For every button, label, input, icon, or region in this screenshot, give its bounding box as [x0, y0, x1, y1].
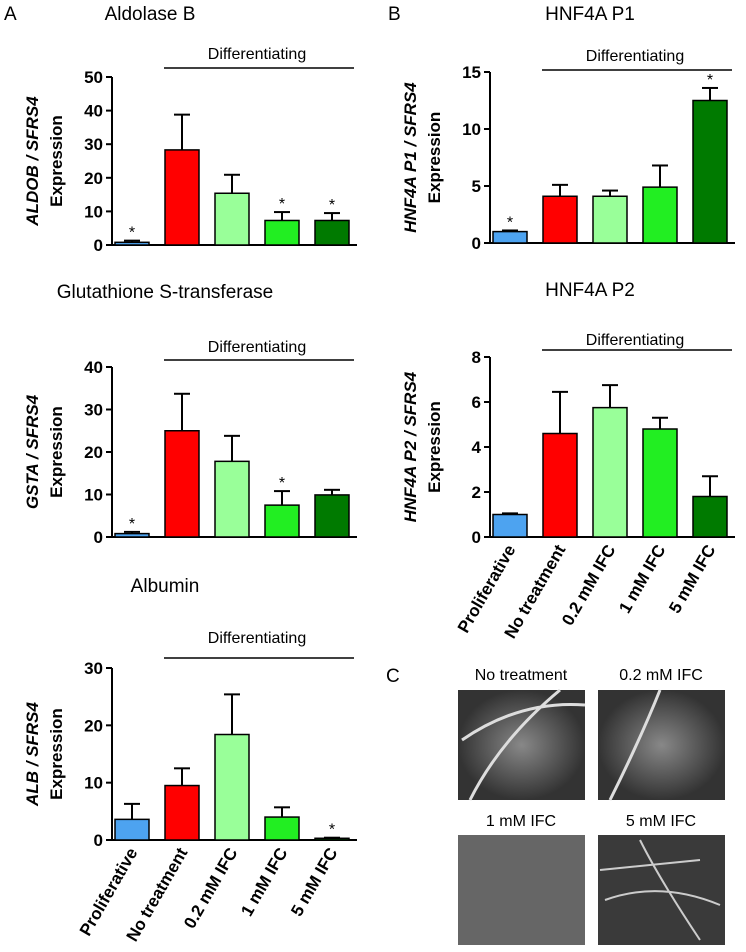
- x-tick-label: 5 mM IFC: [287, 845, 341, 920]
- y-tick-label: 10: [84, 202, 103, 221]
- bracket-label: Differentiating: [208, 339, 306, 356]
- bar: [114, 532, 150, 538]
- bar: [592, 195, 628, 244]
- bracket-label: Differentiating: [586, 332, 684, 349]
- micrograph: [458, 690, 585, 800]
- bar: [314, 837, 350, 841]
- micrograph-label: No treatment: [475, 667, 568, 684]
- bar: [314, 494, 350, 538]
- bar: [692, 99, 728, 244]
- bar: [164, 430, 200, 538]
- bar: [542, 195, 578, 244]
- bar: [592, 406, 628, 538]
- bracket-label: Differentiating: [586, 48, 684, 65]
- cell-edge: [461, 688, 586, 801]
- y-tick-label: 15: [462, 63, 481, 82]
- bracket-label: Differentiating: [208, 46, 306, 63]
- bracket-label: Differentiating: [208, 630, 306, 647]
- micrograph-label: 5 mM IFC: [626, 813, 696, 830]
- y-tick-label: 10: [84, 774, 103, 793]
- significance-star: *: [129, 516, 135, 533]
- significance-star: *: [129, 225, 135, 242]
- bar: [314, 219, 350, 246]
- y-tick-label: 0: [472, 528, 481, 547]
- bar: [642, 186, 678, 244]
- bar: [214, 460, 250, 538]
- bar: [164, 149, 200, 246]
- y-tick-label: 40: [84, 102, 103, 121]
- bar: [264, 219, 300, 246]
- bar: [492, 230, 528, 244]
- cell-edge: [599, 839, 721, 941]
- chart-title: HNF4A P2: [545, 280, 635, 301]
- panel-label: B: [388, 4, 401, 25]
- y-tick-label: 30: [84, 659, 103, 678]
- x-tick-label: 1 mM IFC: [615, 542, 669, 617]
- y-axis-label: ALDOB / SFRS4: [23, 96, 42, 227]
- chart-title: Albumin: [131, 576, 200, 597]
- bar: [214, 192, 250, 246]
- y-tick-label: 0: [94, 236, 103, 255]
- y-tick-label: 0: [94, 831, 103, 850]
- significance-star: *: [279, 196, 285, 213]
- bar: [264, 504, 300, 538]
- y-tick-label: 6: [472, 393, 481, 412]
- y-tick-label: 2: [472, 483, 481, 502]
- significance-star: *: [329, 822, 335, 839]
- y-tick-label: 4: [472, 438, 482, 457]
- y-axis-label: Expression: [425, 112, 444, 204]
- bar: [114, 241, 150, 246]
- panel-label: A: [4, 4, 17, 25]
- cell-edge: [608, 689, 662, 801]
- y-axis-label: ALB / SFRS4: [23, 702, 42, 807]
- y-tick-label: 30: [84, 401, 103, 420]
- y-tick-label: 20: [84, 169, 103, 188]
- micrograph-label: 1 mM IFC: [486, 813, 556, 830]
- bar: [264, 816, 300, 841]
- x-tick-label: 1 mM IFC: [237, 845, 291, 920]
- bar: [114, 818, 150, 841]
- chart-title: HNF4A P1: [545, 4, 635, 25]
- y-axis-label: Expression: [425, 401, 444, 493]
- micrograph-label: 0.2 mM IFC: [619, 667, 703, 684]
- bar: [164, 784, 200, 841]
- significance-star: *: [707, 72, 713, 89]
- bar: [642, 428, 678, 538]
- y-tick-label: 30: [84, 135, 103, 154]
- y-tick-label: 20: [84, 716, 103, 735]
- micrograph: [598, 835, 725, 945]
- panel-label: C: [386, 666, 400, 687]
- y-tick-label: 5: [472, 177, 481, 196]
- y-tick-label: 0: [94, 528, 103, 547]
- y-tick-label: 50: [84, 68, 103, 87]
- bar: [492, 513, 528, 538]
- chart-title: Glutathione S-transferase: [57, 282, 274, 303]
- micrograph: [458, 835, 585, 945]
- y-axis-label: GSTA / SFRS4: [23, 394, 42, 509]
- y-tick-label: 20: [84, 443, 103, 462]
- y-tick-label: 10: [462, 120, 481, 139]
- y-tick-label: 40: [84, 358, 103, 377]
- chart-title: Aldolase B: [105, 4, 196, 25]
- significance-star: *: [507, 214, 513, 231]
- y-axis-label: Expression: [47, 115, 66, 207]
- y-axis-label: HNF4A P2 / SFRS4: [401, 371, 420, 522]
- bar: [542, 432, 578, 538]
- y-axis-label: Expression: [47, 708, 66, 800]
- y-axis-label: HNF4A P1 / SFRS4: [401, 82, 420, 233]
- y-tick-label: 8: [472, 348, 481, 367]
- bar: [214, 733, 250, 841]
- x-tick-label: 5 mM IFC: [665, 542, 719, 617]
- y-tick-label: 0: [472, 234, 481, 253]
- bar: [692, 495, 728, 538]
- y-axis-label: Expression: [47, 406, 66, 498]
- significance-star: *: [329, 197, 335, 214]
- micrograph-panel: No treatment 0.2 mM IFC 1 mM IFC 5 mM IF…: [458, 667, 725, 945]
- y-tick-label: 10: [84, 486, 103, 505]
- significance-star: *: [279, 475, 285, 492]
